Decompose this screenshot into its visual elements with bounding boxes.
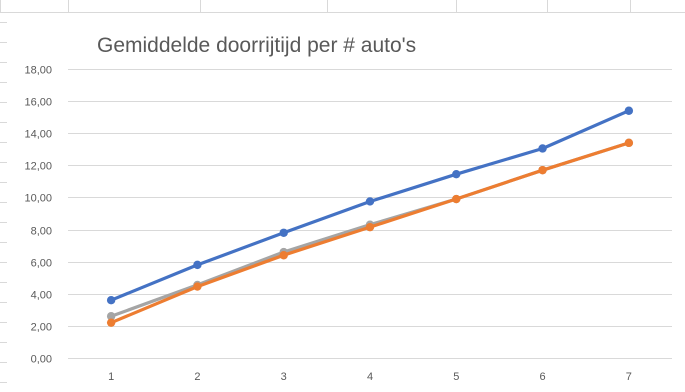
data-point[interactable] — [452, 169, 461, 179]
x-tick-label: 2 — [194, 371, 200, 383]
data-point[interactable] — [624, 106, 634, 115]
y-tick-label: 18,00 — [24, 65, 52, 77]
data-point[interactable] — [624, 138, 634, 148]
data-point[interactable] — [365, 197, 375, 206]
data-point[interactable] — [365, 222, 375, 232]
x-tick-label: 6 — [540, 371, 546, 383]
y-tick-label: 10,00 — [24, 193, 52, 205]
data-point[interactable] — [106, 318, 116, 327]
x-tick-label: 5 — [453, 371, 459, 383]
x-tick-label: 1 — [108, 371, 114, 383]
data-point[interactable] — [193, 260, 202, 270]
data-point[interactable] — [538, 165, 547, 175]
y-tick-label: 4,00 — [31, 290, 52, 302]
y-tick-label: 0,00 — [31, 354, 52, 366]
data-point[interactable] — [106, 312, 116, 321]
data-point[interactable] — [538, 144, 547, 153]
data-point[interactable] — [279, 228, 288, 237]
series-1 — [106, 106, 634, 305]
y-tick-label: 14,00 — [24, 129, 52, 141]
series-line — [109, 141, 631, 325]
gridlines — [68, 69, 672, 359]
x-tick-label: 7 — [626, 371, 632, 383]
y-tick-label: 16,00 — [24, 97, 52, 109]
data-point[interactable] — [452, 194, 461, 204]
y-tick-label: 6,00 — [31, 258, 52, 270]
x-tick-label: 4 — [367, 371, 373, 383]
data-point[interactable] — [106, 296, 116, 305]
series-3 — [106, 138, 634, 327]
data-point[interactable] — [279, 251, 288, 260]
y-tick-label: 8,00 — [31, 226, 52, 238]
x-tick-label: 3 — [281, 371, 287, 383]
x-axis-tick-labels: 1 2 3 4 5 6 7 — [108, 371, 632, 383]
chart-title: Gemiddelde doorrijtijd per # auto's — [97, 34, 416, 57]
data-point[interactable] — [193, 282, 202, 291]
y-tick-label: 12,00 — [24, 161, 52, 173]
series-lines — [106, 106, 634, 327]
y-axis-tick-labels: 0,00 2,00 4,00 6,00 8,00 10,00 12,00 14,00 16,00… — [24, 65, 52, 366]
y-tick-label: 2,00 — [31, 322, 52, 334]
